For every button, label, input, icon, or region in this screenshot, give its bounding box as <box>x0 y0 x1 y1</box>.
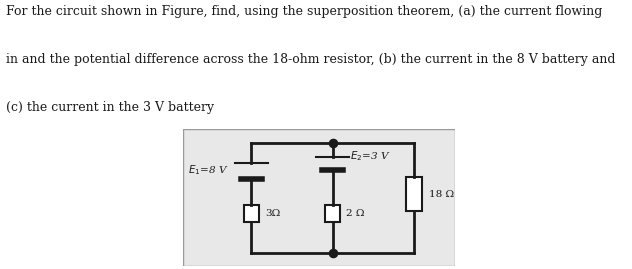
Text: 2 Ω: 2 Ω <box>346 209 365 218</box>
Bar <box>244 204 258 222</box>
Text: in and the potential difference across the 18-ohm resistor, (b) the current in t: in and the potential difference across t… <box>6 53 616 66</box>
Bar <box>406 177 422 211</box>
Text: (c) the current in the 3 V battery: (c) the current in the 3 V battery <box>6 101 214 114</box>
Text: $E_1$=8 V: $E_1$=8 V <box>188 163 228 177</box>
Bar <box>325 204 340 222</box>
Text: 3Ω: 3Ω <box>265 209 280 218</box>
Point <box>328 141 338 145</box>
Text: 18 Ω: 18 Ω <box>429 190 454 199</box>
Text: $E_2$=3 V: $E_2$=3 V <box>350 150 391 164</box>
Text: For the circuit shown in Figure, find, using the superposition theorem, (a) the : For the circuit shown in Figure, find, u… <box>6 5 603 18</box>
Point <box>328 250 338 255</box>
